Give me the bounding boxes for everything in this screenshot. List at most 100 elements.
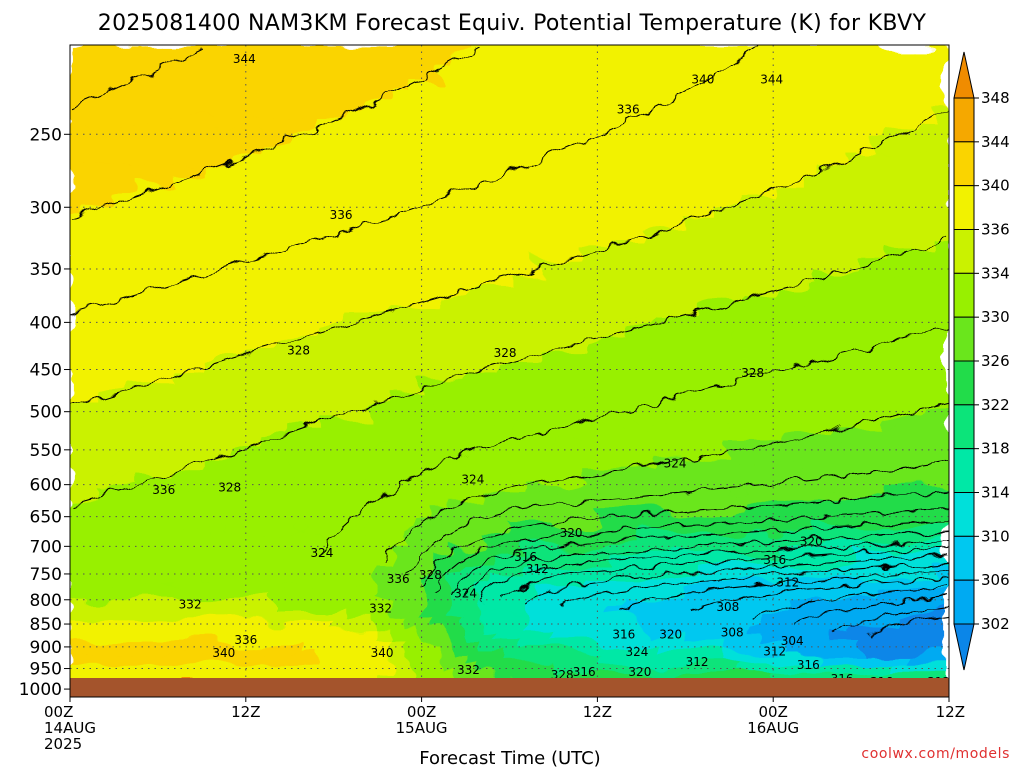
field-cell bbox=[845, 185, 862, 198]
field-cell bbox=[538, 185, 555, 198]
field-cell bbox=[171, 131, 188, 144]
field-cell bbox=[435, 229, 452, 242]
field-cell bbox=[421, 326, 437, 339]
field-cell bbox=[157, 250, 174, 263]
field-cell bbox=[333, 413, 349, 426]
field-cell bbox=[157, 207, 174, 220]
field-cell bbox=[640, 566, 657, 579]
field-cell bbox=[919, 359, 935, 372]
field-cell bbox=[333, 522, 349, 535]
field-cell bbox=[98, 196, 115, 209]
field-cell bbox=[303, 98, 320, 111]
field-cell bbox=[186, 370, 203, 383]
field-cell bbox=[684, 392, 701, 405]
field-cell bbox=[757, 218, 774, 231]
contour-label: 340 bbox=[691, 72, 714, 86]
field-cell bbox=[289, 77, 305, 90]
field-cell bbox=[230, 142, 247, 155]
field-cell bbox=[655, 511, 672, 524]
field-cell bbox=[333, 337, 349, 350]
field-cell bbox=[113, 326, 130, 339]
field-cell bbox=[421, 576, 437, 589]
field-cell bbox=[933, 196, 949, 209]
field-cell bbox=[860, 109, 877, 122]
field-cell bbox=[743, 218, 760, 231]
field-cell bbox=[728, 457, 745, 470]
field-cell bbox=[406, 359, 423, 372]
field-cell bbox=[933, 663, 949, 676]
field-cell bbox=[70, 77, 86, 90]
field-cell bbox=[70, 359, 86, 372]
field-cell bbox=[567, 511, 584, 524]
field-cell bbox=[259, 316, 276, 329]
field-cell bbox=[259, 348, 276, 361]
field-cell bbox=[274, 587, 291, 600]
field-cell bbox=[582, 359, 598, 372]
field-cell bbox=[933, 109, 949, 122]
x-tick-label: 15AUG bbox=[396, 719, 448, 737]
field-cell bbox=[274, 468, 291, 481]
field-cell bbox=[362, 359, 379, 372]
field-cell bbox=[362, 131, 379, 144]
field-cell bbox=[274, 609, 291, 622]
contour-label: 316 bbox=[612, 628, 635, 642]
field-cell bbox=[333, 555, 349, 568]
field-cell bbox=[831, 413, 848, 426]
field-cell bbox=[523, 392, 540, 405]
field-cell bbox=[201, 424, 218, 437]
field-cell bbox=[523, 283, 540, 296]
field-cell bbox=[831, 229, 848, 242]
field-cell bbox=[215, 370, 232, 383]
field-cell bbox=[347, 392, 364, 405]
field-cell bbox=[670, 435, 686, 448]
field-cell bbox=[904, 66, 921, 79]
field-cell bbox=[860, 348, 877, 361]
field-cell bbox=[919, 98, 935, 111]
field-cell bbox=[142, 196, 159, 209]
field-cell bbox=[860, 435, 877, 448]
field-cell bbox=[70, 326, 86, 339]
field-cell bbox=[333, 489, 349, 502]
field-cell bbox=[84, 131, 100, 144]
field-cell bbox=[479, 66, 496, 79]
field-cell bbox=[699, 620, 716, 633]
field-cell bbox=[318, 163, 335, 176]
field-cell bbox=[377, 261, 393, 274]
field-cell bbox=[113, 153, 130, 166]
y-tick-label: 850 bbox=[30, 615, 62, 635]
field-cell bbox=[757, 196, 774, 209]
field-cell bbox=[245, 283, 262, 296]
field-cell bbox=[142, 305, 159, 318]
field-cell bbox=[464, 77, 481, 90]
colorbar-label: 348 bbox=[981, 89, 1010, 107]
field-cell bbox=[494, 500, 511, 513]
field-cell bbox=[816, 77, 833, 90]
field-cell bbox=[201, 131, 218, 144]
field-cell bbox=[728, 261, 745, 274]
field-cell bbox=[494, 218, 511, 231]
field-cell bbox=[157, 229, 174, 242]
field-cell bbox=[889, 196, 906, 209]
field-cell bbox=[142, 663, 159, 676]
field-cell bbox=[347, 240, 364, 253]
field-cell bbox=[875, 66, 891, 79]
field-cell bbox=[289, 326, 305, 339]
field-cell bbox=[230, 587, 247, 600]
field-cell bbox=[70, 261, 86, 274]
field-cell bbox=[816, 337, 833, 350]
credit-link[interactable]: coolwx.com/models bbox=[861, 746, 1010, 762]
field-cell bbox=[201, 272, 218, 285]
field-cell bbox=[684, 45, 701, 57]
field-cell bbox=[626, 142, 642, 155]
field-cell bbox=[919, 576, 935, 589]
field-cell bbox=[318, 663, 335, 676]
field-cell bbox=[289, 370, 305, 383]
field-cell bbox=[347, 305, 364, 318]
field-cell bbox=[70, 555, 86, 568]
field-cell bbox=[714, 153, 730, 166]
field-cell bbox=[611, 642, 628, 655]
field-cell bbox=[318, 435, 335, 448]
field-cell bbox=[596, 576, 613, 589]
field-cell bbox=[84, 66, 100, 79]
field-cell bbox=[640, 522, 657, 535]
